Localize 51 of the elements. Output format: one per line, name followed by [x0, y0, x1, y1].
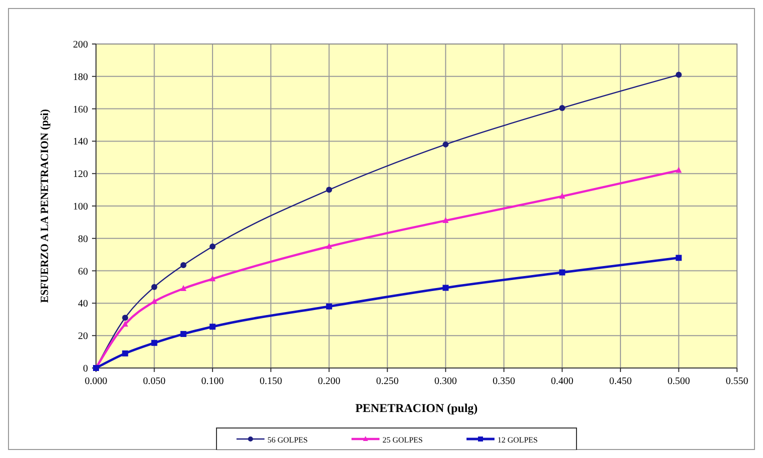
- y-tick-label: 80: [78, 234, 88, 245]
- x-tick-label: 0.300: [434, 376, 457, 387]
- point: [151, 340, 158, 346]
- point: [122, 350, 128, 356]
- point: [210, 275, 216, 282]
- legend-label: 56 GOLPES: [268, 436, 308, 444]
- point: [122, 320, 128, 327]
- y-tick-label: 60: [78, 266, 88, 278]
- x-tick-label: 0.350: [492, 376, 516, 387]
- y-tick-label: 0: [83, 364, 88, 374]
- y-tick-label: 160: [73, 104, 88, 116]
- x-tick-label: 0.050: [143, 376, 166, 387]
- point: [180, 285, 186, 292]
- y-axis-title: ESFUERZO A LA PENETRACION (psi): [39, 108, 51, 303]
- point: [326, 242, 332, 249]
- point: [326, 186, 332, 193]
- point: [210, 244, 216, 250]
- point: [442, 284, 449, 291]
- y-tick-label: 120: [73, 169, 88, 180]
- point: [180, 330, 186, 337]
- point: [210, 324, 216, 330]
- x-tick-label: 0.250: [376, 376, 399, 387]
- point: [676, 254, 682, 261]
- point: [559, 192, 566, 199]
- point: [442, 216, 449, 223]
- x-axis-title: PENETRACION (pulg): [355, 401, 478, 415]
- x-tick-label: 0.150: [260, 376, 282, 387]
- legend-label: 25 GOLPES: [382, 436, 423, 444]
- y-tick-label: 200: [73, 40, 88, 50]
- y-tick-label: 40: [78, 298, 88, 310]
- point: [676, 72, 682, 78]
- point: [326, 303, 332, 310]
- point: [559, 269, 566, 276]
- x-tick-label: 0.200: [318, 376, 340, 387]
- point: [442, 141, 449, 148]
- point: [180, 262, 186, 268]
- x-tick-label: 0.500: [667, 376, 690, 387]
- point: [676, 166, 682, 173]
- y-tick-label: 140: [73, 136, 88, 148]
- y-tick-label: 180: [73, 72, 88, 83]
- point: [559, 104, 566, 111]
- x-tick-label: 0.450: [609, 376, 632, 387]
- x-tick-label: 0.100: [201, 376, 224, 387]
- x-tick-label: 0.550: [726, 376, 748, 387]
- y-tick-label: 20: [78, 331, 88, 342]
- legend-label: 12 GOLPES: [498, 436, 538, 444]
- point: [151, 284, 158, 290]
- point: [122, 314, 128, 321]
- x-tick-label: 0.000: [84, 376, 108, 387]
- x-tick-label: 0.400: [550, 376, 574, 387]
- y-tick-label: 100: [73, 202, 88, 212]
